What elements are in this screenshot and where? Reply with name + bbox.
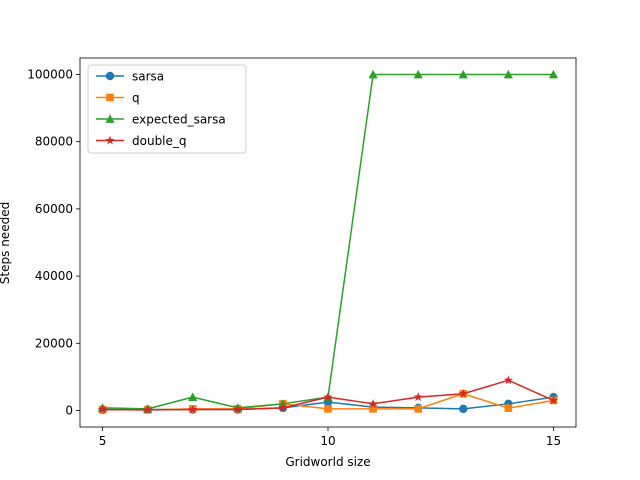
legend-marker-q [106,93,114,102]
data-point-double_q-10 [323,392,333,401]
x-axis-label: Gridworld size [285,455,370,469]
legend-marker-sarsa [105,71,115,81]
data-point-q-11 [369,405,377,413]
data-point-expected_sarsa-7 [188,392,198,402]
x-tick-label: 15 [546,434,561,448]
legend-item-q: q [96,91,140,105]
data-point-expected_sarsa-13 [458,69,468,79]
data-point-expected_sarsa-15 [548,69,559,79]
y-tick-label: 0 [65,404,73,418]
y-tick-label: 80000 [35,135,73,149]
data-point-q-10 [324,405,332,413]
legend-box [87,64,247,154]
legend-label-expected_sarsa: expected_sarsa [132,113,226,127]
legend: sarsa q expected_sarsa double_q [87,64,247,154]
data-point-double_q-14 [503,375,513,385]
data-point-double_q-11 [368,399,378,408]
data-point-double_q-7 [188,404,198,414]
axes: 5 10 15 0 20000 40000 60000 80000 100000 [27,57,577,448]
data-point-double_q-5 [97,404,108,414]
data-point-double_q-9 [278,403,288,412]
legend-item-sarsa: sarsa [96,70,164,84]
series-double_q [97,375,559,414]
legend-marker-double_q [105,135,115,145]
y-tick-label: 60000 [35,202,73,216]
y-tick-label: 100000 [27,67,73,81]
x-tick-label: 10 [320,434,335,448]
data-point-double_q-8 [233,404,243,414]
data-point-double_q-13 [458,388,468,398]
legend-label-q: q [132,91,140,105]
plot-area [97,69,559,415]
x-tick-label: 5 [99,434,107,448]
legend-item-double_q: double_q [96,134,187,148]
y-axis-label: Steps needed [0,202,12,284]
data-point-double_q-15 [548,395,559,405]
data-point-double_q-6 [143,405,153,414]
legend-label-sarsa: sarsa [132,70,164,84]
y-tick-label: 20000 [35,336,73,350]
data-point-expected_sarsa-11 [368,69,378,79]
legend-marker-expected_sarsa [105,114,115,123]
data-point-expected_sarsa-12 [413,69,423,79]
data-point-q-14 [504,404,513,412]
legend-label-double_q: double_q [132,134,187,148]
data-point-q-12 [414,405,422,413]
data-point-expected_sarsa-14 [503,69,513,79]
y-tick-label: 40000 [35,269,73,283]
data-point-sarsa-13 [459,404,468,414]
legend-item-expected_sarsa: expected_sarsa [96,113,226,127]
data-point-double_q-12 [413,392,423,401]
